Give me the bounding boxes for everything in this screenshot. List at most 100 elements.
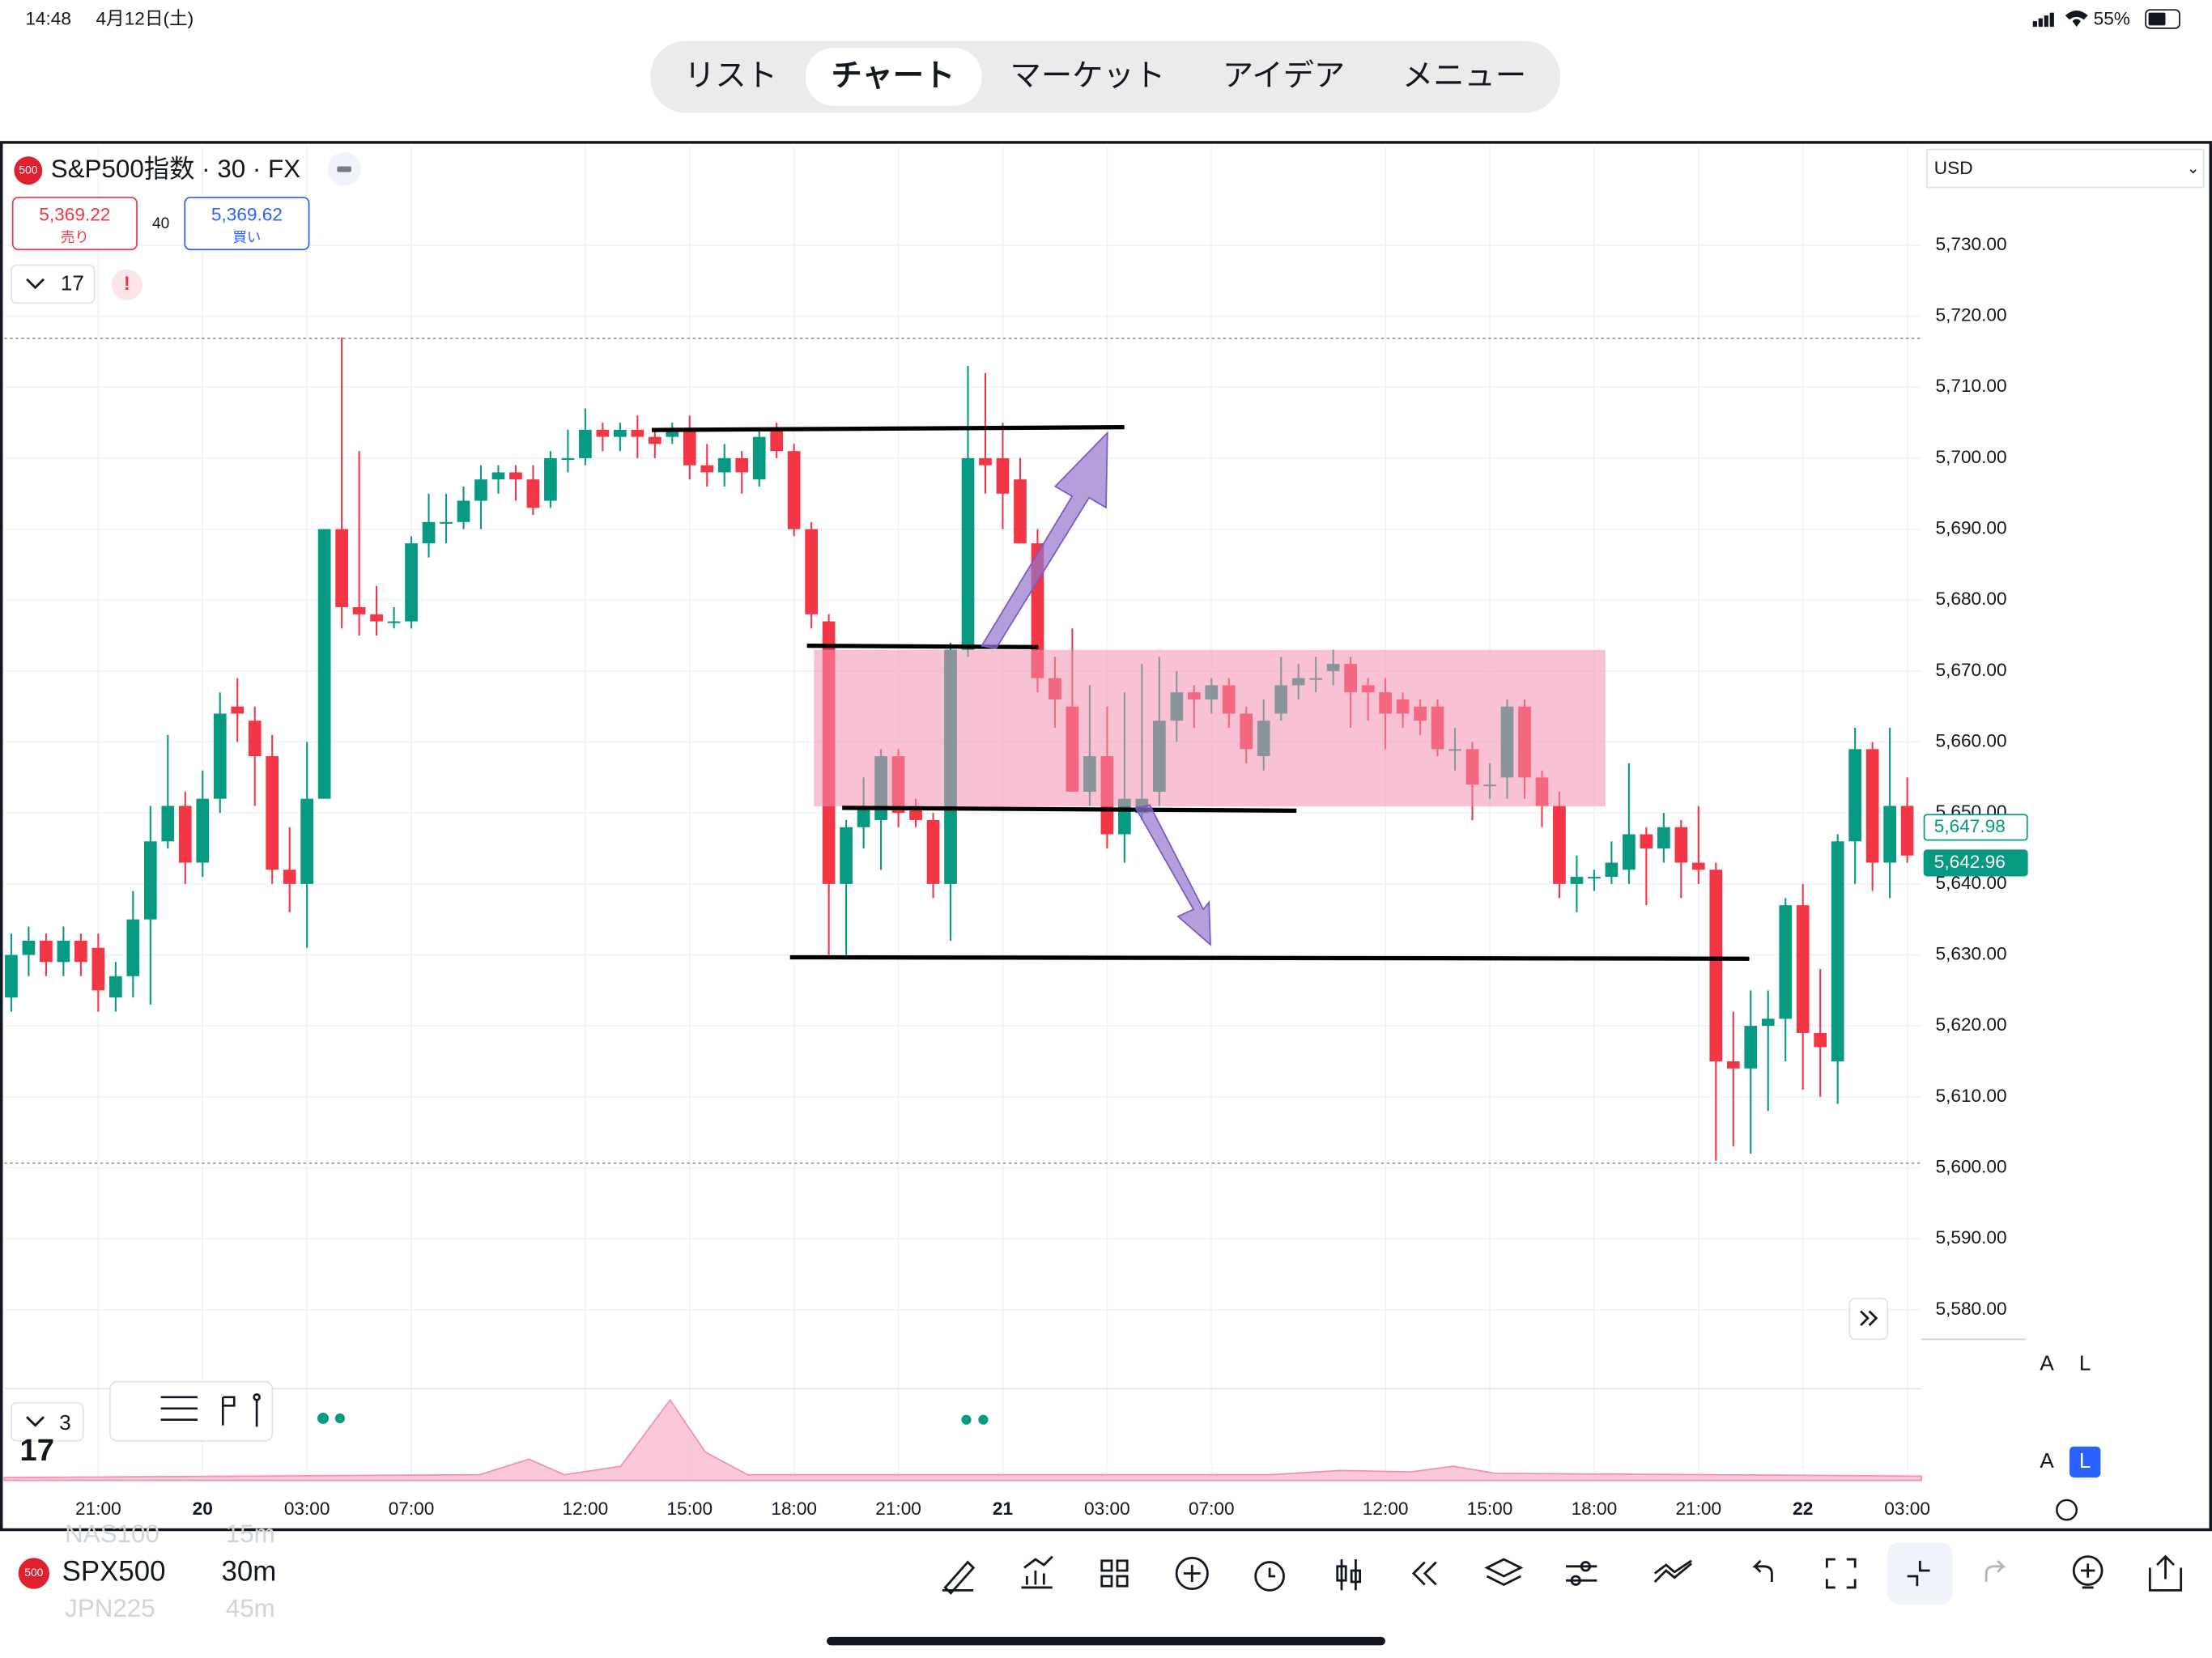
candle-body	[666, 429, 679, 437]
pane-toggle[interactable]	[11, 1401, 84, 1442]
x-tick-label: 07:00	[1189, 1499, 1235, 1519]
log-scale[interactable]: L	[2079, 1351, 2091, 1375]
candle-body	[787, 451, 801, 529]
candle-body	[735, 457, 749, 473]
candle-body	[1014, 479, 1027, 544]
candle-body	[1796, 905, 1810, 1033]
y-tick-label: 5,700.00	[1936, 447, 2007, 467]
candle-body	[1553, 806, 1566, 884]
candle-body	[1640, 834, 1653, 849]
candle-body	[544, 457, 557, 501]
buy-label[interactable]: 買い	[233, 229, 262, 245]
candle-body	[474, 479, 487, 501]
alert-badge[interactable]	[111, 269, 143, 300]
settings-icon[interactable]	[2056, 1499, 2078, 1521]
candle-body	[1726, 1061, 1740, 1069]
candle-body	[1570, 877, 1584, 884]
tab[interactable]: メニュー	[1402, 58, 1526, 93]
candle-body	[352, 607, 366, 614]
candle-body	[91, 947, 105, 991]
candle-body	[161, 806, 175, 842]
toolbar-icons[interactable]	[160, 1393, 261, 1427]
candle-body	[648, 436, 661, 444]
x-tick-label: 15:00	[1467, 1499, 1513, 1519]
sell-button[interactable]	[11, 196, 138, 251]
chart-frame	[0, 141, 2212, 1532]
candle-body	[283, 869, 296, 884]
candle-body	[683, 429, 696, 466]
candle-body	[526, 479, 540, 508]
event-dots	[317, 1412, 989, 1425]
currency[interactable]: USD	[1934, 158, 1973, 178]
candle-body	[1709, 869, 1723, 1061]
sell-label[interactable]: 売り	[61, 229, 89, 245]
candle-body	[40, 940, 53, 963]
symbol-badge	[14, 156, 43, 185]
candle-body	[1691, 862, 1705, 870]
tab[interactable]: チャート	[831, 58, 955, 93]
indicator-count[interactable]: 17	[61, 271, 84, 295]
pane-count[interactable]: 3	[59, 1410, 71, 1435]
candle-body	[422, 521, 436, 544]
badge-text: 500	[19, 163, 37, 176]
signal-icons	[2032, 11, 2088, 28]
scroll-icon	[1860, 1310, 1878, 1326]
badge-text: 500	[24, 1566, 43, 1579]
price-tag-label: 5,647.98	[1934, 816, 2006, 836]
price-tag	[1923, 814, 2028, 841]
candle-body	[440, 521, 453, 524]
battery-level: 55%	[2094, 8, 2130, 28]
tab-active	[805, 48, 982, 106]
object-toolbar	[109, 1380, 274, 1442]
x-tick-label: 07:00	[389, 1499, 435, 1519]
buy-price[interactable]: 5,369.62	[211, 204, 283, 224]
chevron	[26, 1416, 45, 1427]
log-scale-active[interactable]	[2069, 1446, 2101, 1478]
candle-body	[213, 713, 227, 799]
candle-body	[317, 529, 331, 799]
auto-scale[interactable]: A	[2040, 1448, 2054, 1473]
auto-scale[interactable]: A	[2040, 1351, 2054, 1375]
grid: 21:00 20 03:00 07:00 12:00 15:00 18:00 21:00 21 0…	[4, 145, 1930, 1519]
candle-body	[596, 429, 610, 437]
x-tick-label: 21	[993, 1499, 1013, 1519]
y-tick-label: 5,660.00	[1936, 731, 2007, 751]
candle-body	[1831, 841, 1844, 1061]
ghost-symbol: NAS100	[65, 1520, 160, 1548]
indicator-toggle[interactable]	[11, 264, 96, 304]
spread: 40	[152, 215, 169, 232]
candle-body	[108, 976, 122, 998]
candle-body	[457, 500, 470, 522]
candle-body	[840, 827, 853, 884]
candle-body	[961, 457, 975, 650]
sell-price[interactable]: 5,369.22	[39, 204, 110, 224]
candle-body	[631, 429, 644, 437]
chevron	[26, 278, 45, 290]
y-tick-label: 5,630.00	[1936, 944, 2007, 964]
candle-body	[22, 940, 36, 955]
candle-body	[57, 940, 70, 963]
candle-body	[1657, 827, 1670, 849]
y-tick-label: 5,620.00	[1936, 1014, 2007, 1035]
candle-body	[248, 721, 262, 757]
x-tick-label: 18:00	[771, 1499, 817, 1519]
volume-area	[3, 1398, 1922, 1482]
bottom-interval[interactable]: 30m	[222, 1556, 277, 1588]
candle-body	[196, 798, 210, 863]
candle-body	[1623, 834, 1636, 870]
tab[interactable]: アイデア	[1223, 58, 1345, 93]
log-scale[interactable]: L	[2079, 1448, 2091, 1473]
buy-button[interactable]	[184, 196, 310, 251]
tab[interactable]: マーケット	[1010, 58, 1166, 93]
currency-select[interactable]	[1926, 148, 2205, 189]
tab[interactable]: リスト	[684, 58, 777, 93]
y-tick-label: 5,610.00	[1936, 1086, 2007, 1106]
candle-body	[1744, 1026, 1758, 1069]
price-tag-label: 5,642.96	[1934, 852, 2006, 872]
bottom-tools[interactable]	[942, 1554, 2183, 1595]
candle-body	[1883, 806, 1896, 863]
bottom-symbol[interactable]: SPX500	[62, 1556, 166, 1588]
candle-body	[1848, 749, 1861, 842]
